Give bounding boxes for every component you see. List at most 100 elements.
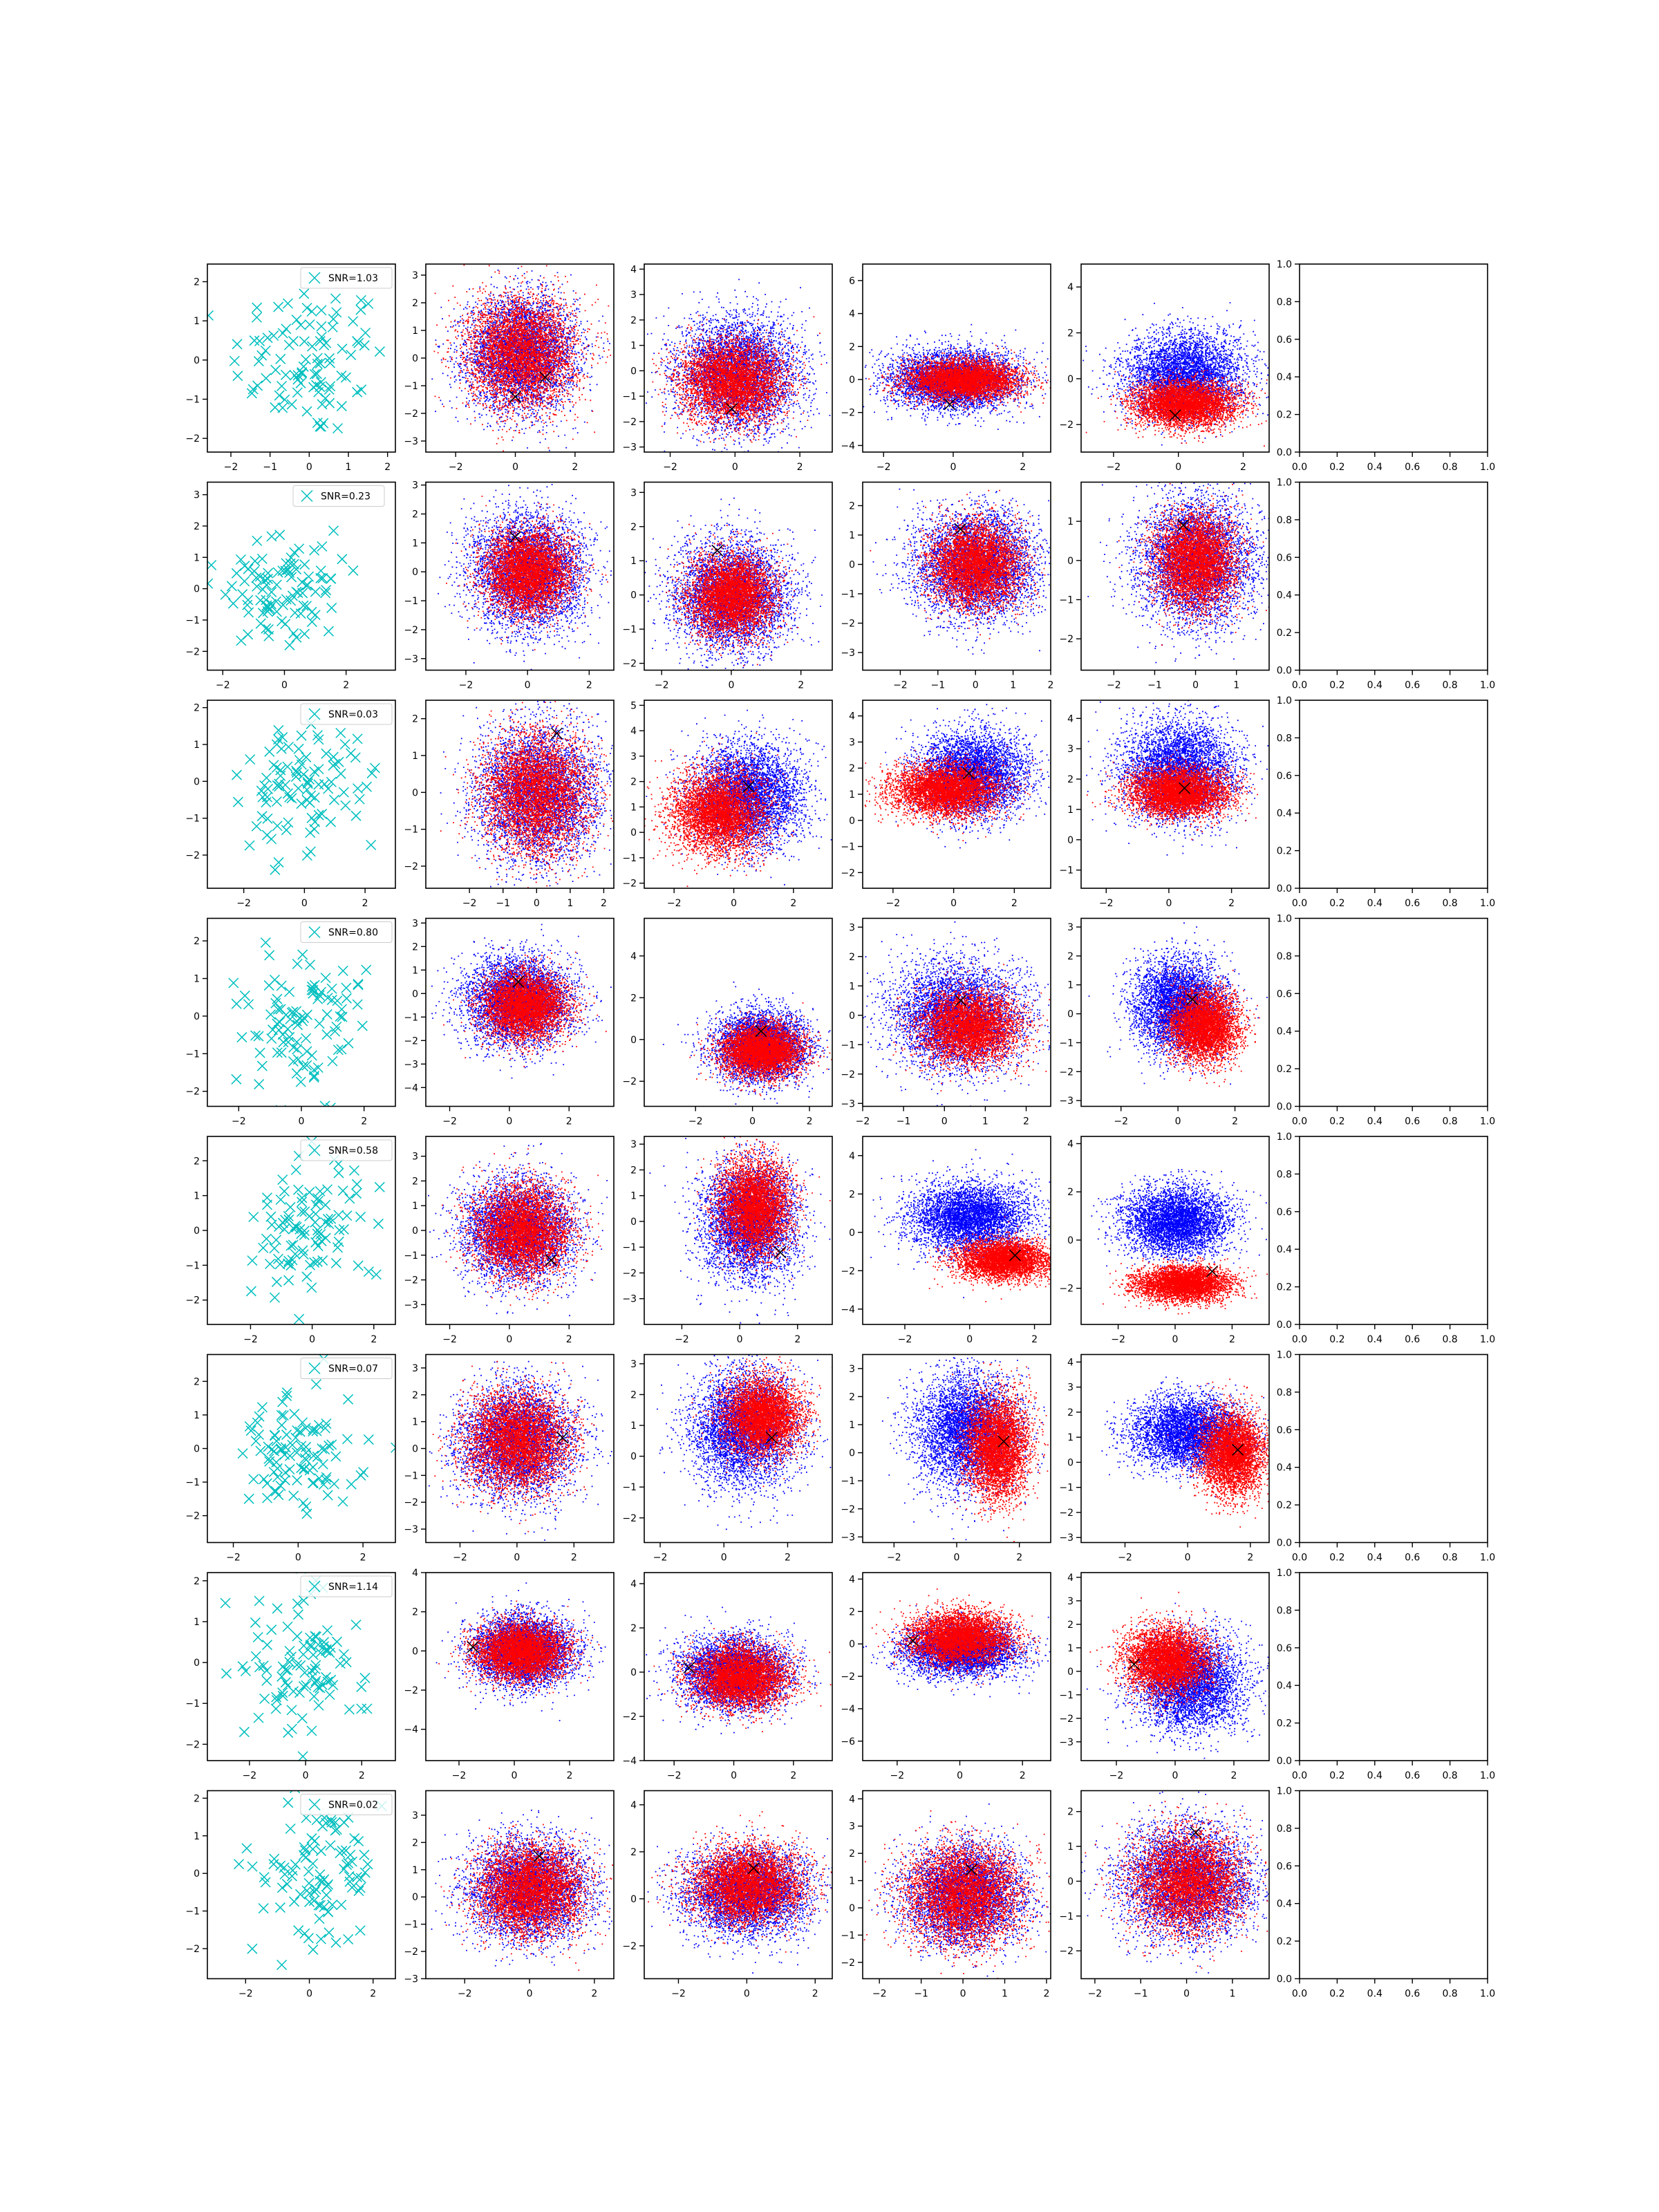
y-tick-label: −2 <box>404 1685 418 1696</box>
y-tick-label: 0.6 <box>1277 1643 1292 1654</box>
y-tick-label: 4 <box>849 1794 855 1805</box>
legend-label: SNR=0.58 <box>328 1145 378 1156</box>
y-tick-label: 0.4 <box>1277 1463 1292 1474</box>
y-tick-label: 1 <box>194 1831 200 1842</box>
x-tick-label: −2 <box>449 462 463 473</box>
y-tick-label: 0.4 <box>1277 372 1292 383</box>
x-tick-label: 0 <box>744 1989 750 2000</box>
y-tick-label: 0 <box>1067 1876 1074 1887</box>
x-tick-label: 2 <box>785 1553 791 1564</box>
x-tick-label: 0.0 <box>1292 462 1307 473</box>
y-tick-label: 0 <box>630 827 637 838</box>
y-tick-label: 0.6 <box>1277 1207 1292 1218</box>
x-tick-label: 2 <box>566 1334 572 1345</box>
y-tick-label: −1 <box>1059 865 1074 877</box>
x-tick-label: 2 <box>794 1334 800 1345</box>
y-tick-label: 0.6 <box>1277 1425 1292 1436</box>
x-tick-label: 0.4 <box>1367 1989 1382 2000</box>
x-tick-label: 2 <box>361 1116 367 1127</box>
x-tick-label: 0.6 <box>1405 680 1420 691</box>
y-tick-label: 1 <box>412 326 418 337</box>
y-tick-label: 2 <box>849 763 855 774</box>
y-tick-label: −2 <box>1059 1714 1074 1725</box>
x-tick-label: 1 <box>346 462 352 473</box>
x-tick-label: 0 <box>1183 1989 1190 2000</box>
y-tick-label: 2 <box>412 1390 418 1401</box>
x-tick-label: 0 <box>737 1334 743 1345</box>
x-tick-label: −1 <box>930 680 945 691</box>
y-tick-label: 0.8 <box>1277 951 1292 962</box>
x-tick-label: −2 <box>459 680 474 691</box>
x-tick-label: 0.2 <box>1329 1553 1344 1564</box>
y-tick-label: 1.0 <box>1277 1786 1292 1797</box>
x-tick-label: −2 <box>1099 898 1114 909</box>
y-tick-label: 1 <box>630 1421 637 1432</box>
y-tick-label: 0 <box>194 776 200 787</box>
y-tick-label: −2 <box>185 1944 200 1955</box>
x-tick-label: 2 <box>1016 1553 1022 1564</box>
y-tick-label: 5 <box>630 700 637 711</box>
y-tick-label: −1 <box>404 1012 418 1023</box>
y-tick-label: 0 <box>412 1226 418 1237</box>
x-tick-label: −1 <box>263 462 277 473</box>
x-tick-label: −2 <box>1118 1553 1132 1564</box>
legend-label: SNR=1.14 <box>328 1582 378 1593</box>
y-tick-label: 2 <box>412 941 418 953</box>
y-tick-label: 0 <box>630 1217 637 1228</box>
y-tick-label: 0 <box>412 567 418 578</box>
x-tick-label: −2 <box>671 1989 686 2000</box>
y-tick-label: 0 <box>630 1452 637 1463</box>
y-tick-label: −2 <box>841 868 855 879</box>
x-tick-label: −2 <box>442 1116 457 1127</box>
x-tick-label: 0.0 <box>1292 680 1307 691</box>
x-tick-label: 0.8 <box>1442 680 1457 691</box>
y-tick-label: −1 <box>185 1698 200 1709</box>
y-tick-label: 2 <box>630 315 637 326</box>
x-tick-label: 0 <box>534 898 540 909</box>
x-tick-label: 0 <box>731 898 737 909</box>
y-tick-label: 1 <box>194 1191 200 1202</box>
x-tick-label: −2 <box>1111 1334 1125 1345</box>
y-tick-label: −3 <box>404 1524 418 1535</box>
x-tick-label: −2 <box>663 462 677 473</box>
y-tick-label: 3 <box>412 1363 418 1374</box>
y-tick-label: 0.2 <box>1277 1500 1292 1511</box>
y-tick-label: 0.0 <box>1277 1974 1292 1985</box>
y-tick-label: −2 <box>622 1076 637 1087</box>
x-tick-label: 2 <box>790 898 796 909</box>
x-tick-label: 0.2 <box>1329 898 1344 909</box>
x-tick-label: −2 <box>216 680 230 691</box>
x-tick-label: −2 <box>688 1116 703 1127</box>
y-tick-label: −3 <box>404 654 418 665</box>
y-tick-label: 0 <box>849 816 855 827</box>
x-tick-label: 0.8 <box>1442 1116 1457 1127</box>
y-tick-label: −1 <box>841 1040 855 1051</box>
x-tick-label: 0 <box>1172 1334 1179 1345</box>
y-tick-label: 2 <box>1067 774 1074 785</box>
y-tick-label: 3 <box>630 487 637 498</box>
x-tick-label: 2 <box>571 1553 577 1564</box>
y-tick-label: −1 <box>841 1930 855 1941</box>
y-tick-label: 2 <box>849 1189 855 1200</box>
y-tick-label: 1 <box>630 341 637 352</box>
y-tick-label: 0 <box>1067 1667 1074 1678</box>
y-tick-label: 0 <box>412 353 418 364</box>
y-tick-label: −1 <box>185 1477 200 1488</box>
y-tick-label: 2 <box>194 1156 200 1167</box>
x-tick-label: 0 <box>512 1770 518 1781</box>
y-tick-label: 1 <box>412 538 418 549</box>
y-tick-label: 1 <box>194 552 200 563</box>
y-tick-label: 0.6 <box>1277 335 1292 346</box>
y-tick-label: 1 <box>412 965 418 976</box>
y-tick-label: 0 <box>194 584 200 595</box>
x-tick-label: 0 <box>954 1553 960 1564</box>
x-tick-label: 0 <box>506 1116 512 1127</box>
y-tick-label: 4 <box>630 264 637 275</box>
y-tick-label: 0.4 <box>1277 1027 1292 1038</box>
x-tick-label: 2 <box>566 1116 572 1127</box>
legend: SNR=0.80 <box>301 922 392 943</box>
x-tick-label: −2 <box>872 1989 887 2000</box>
x-tick-label: 0 <box>512 462 518 473</box>
x-tick-label: 2 <box>1020 1770 1026 1781</box>
y-tick-label: 3 <box>849 922 855 933</box>
